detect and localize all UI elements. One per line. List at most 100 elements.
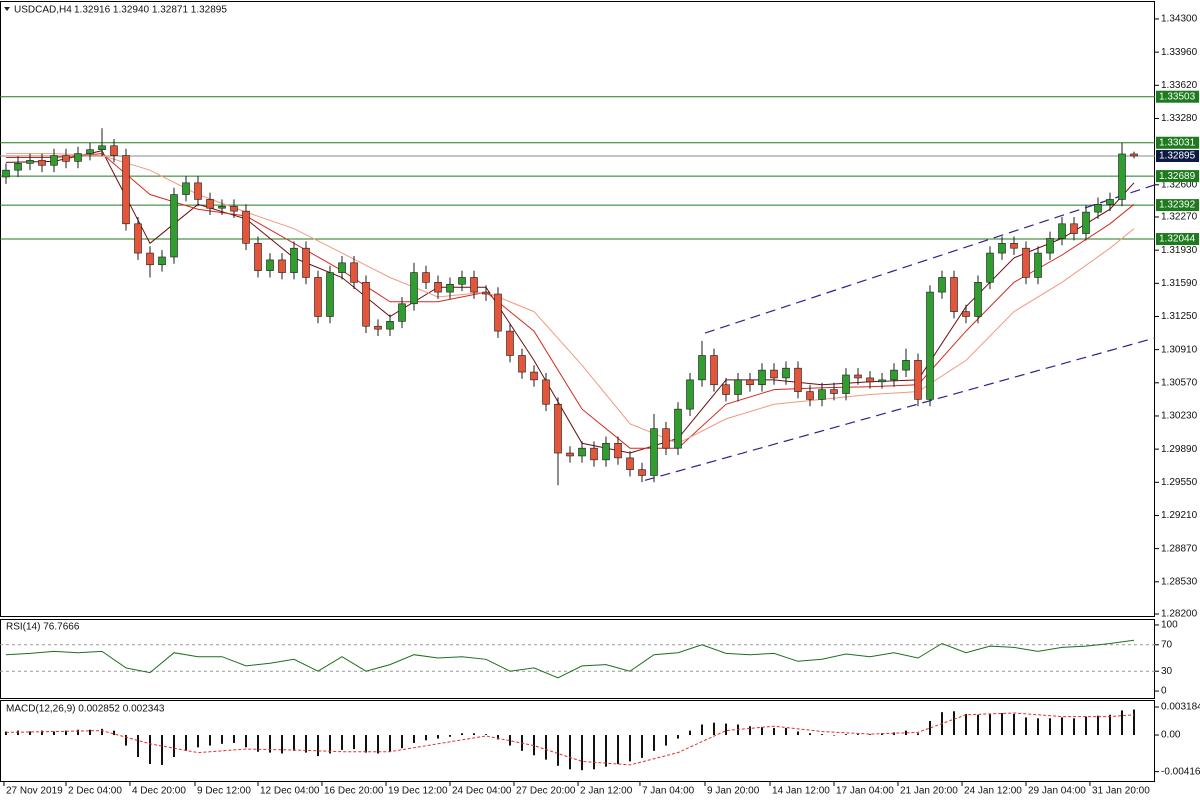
macd-bar [377, 735, 379, 754]
candle-body [374, 325, 382, 330]
x-tick-label: 21 Jan 20:00 [900, 786, 958, 797]
macd-bar [149, 735, 151, 765]
y-tick-label: 100 [1161, 620, 1178, 631]
level-label: 1.32392 [1159, 200, 1196, 211]
candle-body [350, 262, 358, 283]
macd-bar [221, 735, 223, 744]
candle-body [530, 371, 538, 381]
candle-body [554, 403, 562, 454]
level-label-box [1156, 233, 1199, 246]
level-label: 1.32689 [1159, 171, 1196, 182]
candle-body [1046, 238, 1054, 254]
symbol-title: USDCAD,H4 [14, 5, 72, 16]
macd-signal [5, 712, 1135, 766]
macd-bar [749, 726, 751, 736]
x-tick-label: 4 Dec 20:00 [132, 786, 186, 797]
macd-bar [1097, 715, 1099, 736]
x-tick-label: 9 Jan 20:00 [707, 786, 760, 797]
macd-bar [173, 735, 175, 757]
candle-body [854, 374, 862, 379]
candle-body [950, 277, 958, 312]
candle-body [206, 199, 214, 209]
macd-bar [905, 730, 907, 736]
macd-bar [857, 734, 859, 736]
macd-bar [665, 735, 667, 746]
macd-bar [953, 711, 955, 736]
candle-body [74, 153, 82, 162]
x-tick-label: 24 Jan 12:00 [964, 786, 1022, 797]
candle-body [482, 291, 490, 295]
macd-bar [1133, 709, 1135, 736]
candle-body [698, 355, 706, 381]
y-tick-label: 1.33960 [1161, 47, 1198, 58]
macd-bar [785, 727, 787, 736]
macd-bar [425, 735, 427, 741]
y-tick-label: 30 [1161, 666, 1173, 677]
y-tick-label: 1.31930 [1161, 245, 1198, 256]
macd-bar [101, 728, 103, 736]
macd-title: MACD(12,26,9) 0.002852 0.002343 [6, 704, 165, 715]
macd-bar [1037, 718, 1039, 736]
macd-bar [257, 735, 259, 752]
macd-bar [1109, 714, 1111, 736]
macd-bar [917, 733, 919, 736]
candle-body [650, 428, 658, 476]
y-tick-label: 1.28200 [1161, 609, 1198, 620]
candle-body [914, 360, 922, 400]
candle-body [722, 384, 730, 395]
candle-body [494, 293, 502, 332]
candle-body [302, 247, 310, 278]
macd-bar [989, 713, 991, 736]
candle-body [1070, 223, 1078, 234]
candle-body [254, 243, 262, 271]
macd-bar [497, 735, 499, 740]
macd-bar [65, 730, 67, 736]
channel-line [644, 337, 1156, 481]
x-tick-label: 2 Dec 04:00 [68, 786, 122, 797]
macd-bar [1025, 717, 1027, 736]
macd-bar [473, 733, 475, 736]
rsi-line [5, 639, 1135, 679]
y-tick-label: 1.33620 [1161, 80, 1198, 91]
macd-bar [113, 730, 115, 736]
candle-body [242, 210, 250, 244]
level-label: 1.33031 [1159, 137, 1196, 148]
macd-bar [617, 735, 619, 765]
y-tick-label: 1.28870 [1161, 543, 1198, 554]
current-price-label: 1.32895 [1159, 151, 1196, 162]
y-tick-label: 0.003184 [1161, 702, 1200, 713]
candle-body [782, 367, 790, 379]
macd-panel-frame [0, 700, 1155, 782]
macd-bar [833, 735, 835, 736]
macd-bar [329, 735, 331, 754]
y-tick-label: 0 [1161, 686, 1167, 697]
candle-body [638, 469, 646, 476]
x-tick-label: 12 Dec 04:00 [260, 786, 320, 797]
candle-body [1130, 153, 1138, 157]
macd-bar [317, 735, 319, 757]
candle-body [590, 447, 598, 461]
menu-triangle[interactable] [4, 7, 10, 11]
candle-body [1082, 211, 1090, 234]
candle-body [446, 283, 454, 293]
macd-bar [773, 727, 775, 736]
candle-body [506, 330, 514, 356]
candle-body [566, 452, 574, 457]
candle-body [998, 243, 1006, 254]
macd-bar [809, 733, 811, 736]
macd-bar [341, 735, 343, 750]
macd-bar [1121, 710, 1123, 736]
macd-bar [365, 735, 367, 753]
y-tick-label: 1.30570 [1161, 377, 1198, 388]
level-label-box [1156, 90, 1199, 103]
macd-bar [845, 734, 847, 736]
candle-body [1058, 223, 1066, 239]
x-tick-label: 29 Jan 04:00 [1028, 786, 1086, 797]
macd-bar [713, 722, 715, 736]
level-label-box [1156, 136, 1199, 149]
y-tick-label: 1.31590 [1161, 278, 1198, 289]
y-tick-label: 1.30230 [1161, 411, 1198, 422]
macd-bar [725, 723, 727, 736]
